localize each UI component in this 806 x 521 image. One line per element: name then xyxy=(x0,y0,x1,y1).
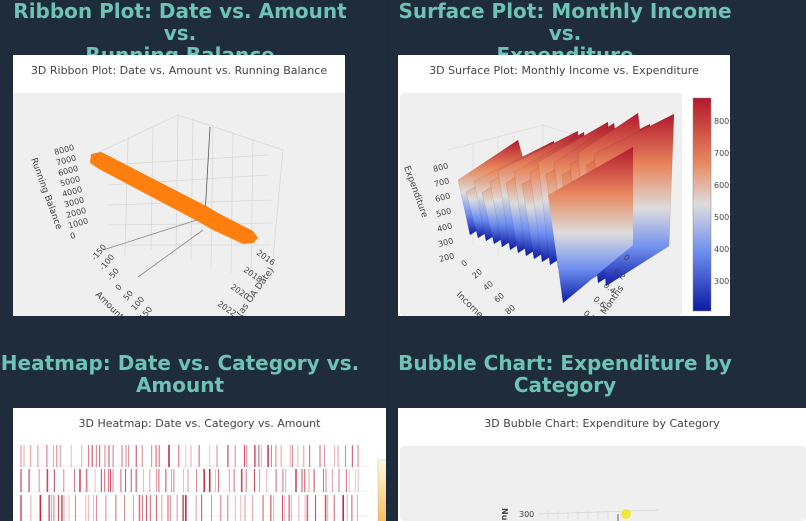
heading-line: Surface Plot: Monthly Income vs. xyxy=(398,0,732,45)
surface-slab xyxy=(548,147,633,303)
tick-label: 600 xyxy=(434,191,451,204)
tick-label: 800 xyxy=(432,161,449,174)
z-axis-label: Running Balance xyxy=(28,157,63,232)
grid xyxy=(13,465,368,517)
surface-plot[interactable]: 3D Surface Plot: Monthly Income vs. Expe… xyxy=(398,55,730,316)
tick-label: -50 xyxy=(106,266,121,282)
tick-label: 40 xyxy=(482,279,496,292)
heatmap-svg xyxy=(13,445,386,521)
plot-title: 3D Bubble Chart: Expenditure by Category xyxy=(484,417,720,430)
tick-label: 500 xyxy=(714,213,729,222)
tick-label: 20 xyxy=(471,267,485,280)
tick-label: 0 xyxy=(69,231,76,241)
colorbar xyxy=(692,97,712,312)
plot-title: 3D Surface Plot: Monthly Income vs. Expe… xyxy=(429,64,699,77)
axis-line xyxy=(204,126,211,216)
tick-label: 400 xyxy=(436,221,453,234)
tick-label: 300 xyxy=(519,510,534,519)
bubble-svg: 300 Nu xyxy=(500,508,659,521)
tick-label: 0 xyxy=(114,283,124,293)
tick-label: 300 xyxy=(714,277,729,286)
plot-scene[interactable] xyxy=(400,446,806,521)
section-heading-heatmap: Heatmap: Date vs. Category vs. Amount xyxy=(0,352,360,396)
tick-label: 80 xyxy=(504,303,518,316)
section-heading-bubble: Bubble Chart: Expenditure by Category xyxy=(385,352,745,396)
tick-label: 60 xyxy=(493,291,507,304)
colorbar xyxy=(377,459,386,521)
tick-label: 300 xyxy=(437,236,454,249)
bubble-plot[interactable]: 3D Bubble Chart: Expenditure by Category… xyxy=(398,408,806,521)
tick-label: 150 xyxy=(138,305,155,316)
tick-label: 800 xyxy=(714,117,729,126)
plot-title: 3D Ribbon Plot: Date vs. Amount vs. Runn… xyxy=(30,64,328,77)
plot-title: 3D Heatmap: Date vs. Category vs. Amount xyxy=(78,417,321,430)
tick-label: 0.8 xyxy=(582,309,598,316)
heading-line: Category xyxy=(513,373,617,397)
ribbon-series xyxy=(90,152,258,244)
heading-line: Bubble Chart: Expenditure by xyxy=(398,351,732,375)
heatmap-cells xyxy=(20,445,359,521)
heatmap-plot[interactable]: 3D Heatmap: Date vs. Category vs. Amount xyxy=(13,408,386,521)
ribbon-svg: 800070006000500040003000200010000-150-10… xyxy=(28,114,284,316)
axis-line xyxy=(102,217,204,251)
heading-line: Amount xyxy=(135,373,225,397)
grid xyxy=(537,509,659,519)
bubble-point[interactable] xyxy=(621,509,631,519)
tick-label: 700 xyxy=(433,176,450,189)
section-heading-surface: Surface Plot: Monthly Income vs.Expendit… xyxy=(385,0,745,66)
x-axis-label: Income xyxy=(454,290,485,316)
tick-label: 0 xyxy=(460,258,470,268)
tick-label: 500 xyxy=(435,206,452,219)
heading-line: Heatmap: Date vs. Category vs. xyxy=(0,351,360,375)
heading-line: Ribbon Plot: Date vs. Amount vs. xyxy=(13,0,347,45)
tick-label: 0 xyxy=(622,253,632,263)
axis-line xyxy=(137,229,204,278)
surface-series xyxy=(457,112,675,303)
z-axis-label: Nu xyxy=(500,508,509,521)
tick-label: 600 xyxy=(714,181,729,190)
ribbon-plot[interactable]: 3D Ribbon Plot: Date vs. Amount vs. Runn… xyxy=(13,55,345,316)
tick-label: 50 xyxy=(122,289,135,303)
y-axis-label: Amount xyxy=(93,290,125,316)
tick-label: 400 xyxy=(714,245,729,254)
tick-label: 700 xyxy=(714,149,729,158)
z-axis-label: Expenditure xyxy=(401,165,429,220)
tick-label: 200 xyxy=(438,251,455,264)
